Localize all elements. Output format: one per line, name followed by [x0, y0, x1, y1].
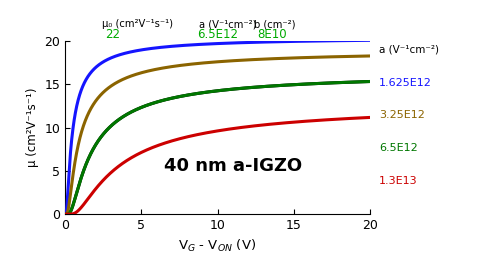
Text: 1.625E12: 1.625E12 — [379, 78, 432, 87]
Text: b (cm⁻²): b (cm⁻²) — [254, 19, 296, 29]
Text: a (V⁻¹cm⁻²): a (V⁻¹cm⁻²) — [199, 19, 256, 29]
Text: a (V⁻¹cm⁻²): a (V⁻¹cm⁻²) — [379, 45, 439, 55]
X-axis label: V$_G$ - V$_{ON}$ (V): V$_G$ - V$_{ON}$ (V) — [178, 238, 256, 254]
Text: 22: 22 — [105, 28, 120, 41]
Text: 40 nm a-IGZO: 40 nm a-IGZO — [164, 157, 302, 175]
Text: 6.5E12: 6.5E12 — [197, 28, 238, 41]
Text: μ₀ (cm²V⁻¹s⁻¹): μ₀ (cm²V⁻¹s⁻¹) — [102, 19, 172, 29]
Text: 1.3E13: 1.3E13 — [379, 176, 418, 186]
Text: 8E10: 8E10 — [258, 28, 287, 41]
Text: 6.5E12: 6.5E12 — [379, 143, 418, 153]
Y-axis label: μ (cm²V⁻¹s⁻¹): μ (cm²V⁻¹s⁻¹) — [26, 88, 38, 167]
Text: 3.25E12: 3.25E12 — [379, 110, 425, 120]
